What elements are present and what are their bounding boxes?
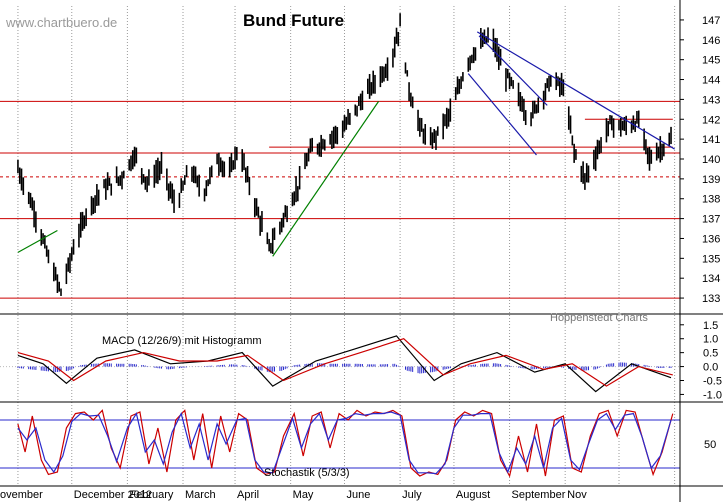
price-tick-label-3: 136 <box>702 233 720 245</box>
price-layer <box>17 13 672 296</box>
x-label-1: December 2012 <box>74 489 152 501</box>
price-tick-label-14: 147 <box>702 15 720 27</box>
macd-tick-label-0: 1.5 <box>703 320 718 332</box>
chart-title: Bund Future <box>243 11 344 30</box>
macd-series-1 <box>17 338 673 387</box>
price-tick-label-12: 145 <box>702 55 720 67</box>
stoch-series-1 <box>17 411 672 475</box>
watermark: www.chartbuero.de <box>5 15 117 30</box>
macd-series-0 <box>17 335 672 393</box>
price-tick-label-9: 142 <box>702 114 720 126</box>
price-tick-label-13: 146 <box>702 35 720 47</box>
macd-tick-label-2: 0.5 <box>703 348 718 360</box>
price-tick-label-5: 138 <box>702 194 720 206</box>
x-label-5: May <box>293 489 314 501</box>
source-label: Hoppenstedt Charts <box>550 312 648 324</box>
x-label-0: ovember <box>0 489 43 501</box>
price-tick-label-11: 144 <box>702 75 720 87</box>
x-label-9: September <box>512 489 566 501</box>
x-label-10: Nov <box>567 489 587 501</box>
price-tick-label-1: 134 <box>702 273 720 285</box>
stoch-tick-label-0: 50 <box>704 439 716 451</box>
x-label-8: August <box>456 489 490 501</box>
price-tick-label-4: 137 <box>702 214 720 226</box>
trendline-1 <box>272 101 380 257</box>
macd-tick-label-4: -0.5 <box>703 376 722 388</box>
x-label-4: April <box>237 489 259 501</box>
x-label-3: March <box>185 489 216 501</box>
trendline-3 <box>478 35 548 106</box>
trendline-0 <box>17 229 58 253</box>
stoch-layer <box>0 409 680 478</box>
price-tick-label-8: 141 <box>702 134 720 146</box>
macd-layer <box>0 335 680 393</box>
price-tick-label-0: 133 <box>702 293 720 305</box>
macd-title: MACD (12/26/9) mit Histogramm <box>102 335 262 347</box>
price-tick-label-10: 143 <box>702 94 720 106</box>
trendline-2 <box>476 31 675 150</box>
price-tick-label-2: 135 <box>702 253 720 265</box>
trend-layer <box>17 31 675 257</box>
price-tick-label-6: 139 <box>702 174 720 186</box>
level-layer <box>0 100 680 299</box>
macd-tick-label-5: -1.0 <box>703 389 722 401</box>
macd-tick-label-3: 0.0 <box>703 362 718 374</box>
x-label-7: July <box>402 489 422 501</box>
price-tick-label-7: 140 <box>702 154 720 166</box>
stochastic-title: Stochastik (5/3/3) <box>264 467 350 479</box>
x-label-6: June <box>346 489 370 501</box>
trendline-4 <box>467 73 537 156</box>
stoch-series-0 <box>17 409 674 478</box>
x-label-2: February <box>129 489 174 501</box>
macd-tick-label-1: 1.0 <box>703 334 718 346</box>
